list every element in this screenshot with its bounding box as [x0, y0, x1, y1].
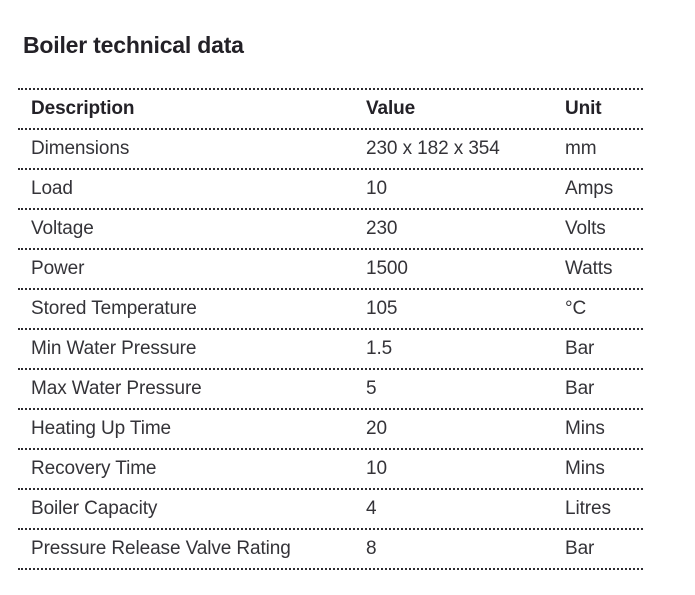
cell-description: Load: [31, 178, 73, 199]
cell-description: Dimensions: [31, 138, 130, 159]
cell-unit: mm: [565, 138, 597, 159]
cell-value: 230: [366, 218, 398, 239]
table-row: Power 1500 Watts: [18, 248, 643, 288]
column-header-unit: Unit: [565, 98, 602, 119]
cell-description: Pressure Release Valve Rating: [31, 538, 291, 559]
cell-unit: Mins: [565, 458, 605, 479]
cell-value: 1.5: [366, 338, 393, 359]
cell-description: Stored Temperature: [31, 298, 197, 319]
cell-value: 8: [366, 538, 377, 559]
cell-value: 10: [366, 458, 387, 479]
table-row: Pressure Release Valve Rating 8 Bar: [18, 528, 643, 568]
table-row: Dimensions 230 x 182 x 354 mm: [18, 128, 643, 168]
cell-unit: °C: [565, 298, 587, 319]
column-header-description: Description: [31, 98, 135, 119]
cell-unit: Watts: [565, 258, 613, 279]
cell-description: Max Water Pressure: [31, 378, 202, 399]
cell-unit: Amps: [565, 178, 614, 199]
table-row: Stored Temperature 105 °C: [18, 288, 643, 328]
table-row: Max Water Pressure 5 Bar: [18, 368, 643, 408]
table-header-row: Description Value Unit: [18, 88, 643, 128]
cell-description: Power: [31, 258, 85, 279]
cell-description: Min Water Pressure: [31, 338, 197, 359]
table-row: Boiler Capacity 4 Litres: [18, 488, 643, 528]
cell-unit: Volts: [565, 218, 606, 239]
cell-unit: Bar: [565, 338, 595, 359]
cell-value: 1500: [366, 258, 408, 279]
table-row: Voltage 230 Volts: [18, 208, 643, 248]
table-row: Min Water Pressure 1.5 Bar: [18, 328, 643, 368]
table-row: Recovery Time 10 Mins: [18, 448, 643, 488]
table-row: Load 10 Amps: [18, 168, 643, 208]
page-title: Boiler technical data: [23, 32, 244, 58]
cell-value: 230 x 182 x 354: [366, 138, 500, 159]
cell-description: Heating Up Time: [31, 418, 172, 439]
table-row: Heating Up Time 20 Mins: [18, 408, 643, 448]
cell-unit: Bar: [565, 538, 595, 559]
cell-value: 105: [366, 298, 398, 319]
cell-value: 5: [366, 378, 377, 399]
cell-description: Boiler Capacity: [31, 498, 158, 519]
cell-unit: Litres: [565, 498, 611, 519]
cell-unit: Mins: [565, 418, 605, 439]
cell-unit: Bar: [565, 378, 595, 399]
cell-value: 10: [366, 178, 387, 199]
cell-value: 4: [366, 498, 377, 519]
boiler-data-table: Description Value Unit Dimensions 230 x 1…: [18, 88, 643, 570]
cell-description: Voltage: [31, 218, 94, 239]
cell-value: 20: [366, 418, 387, 439]
column-header-value: Value: [366, 98, 416, 119]
cell-description: Recovery Time: [31, 458, 157, 479]
